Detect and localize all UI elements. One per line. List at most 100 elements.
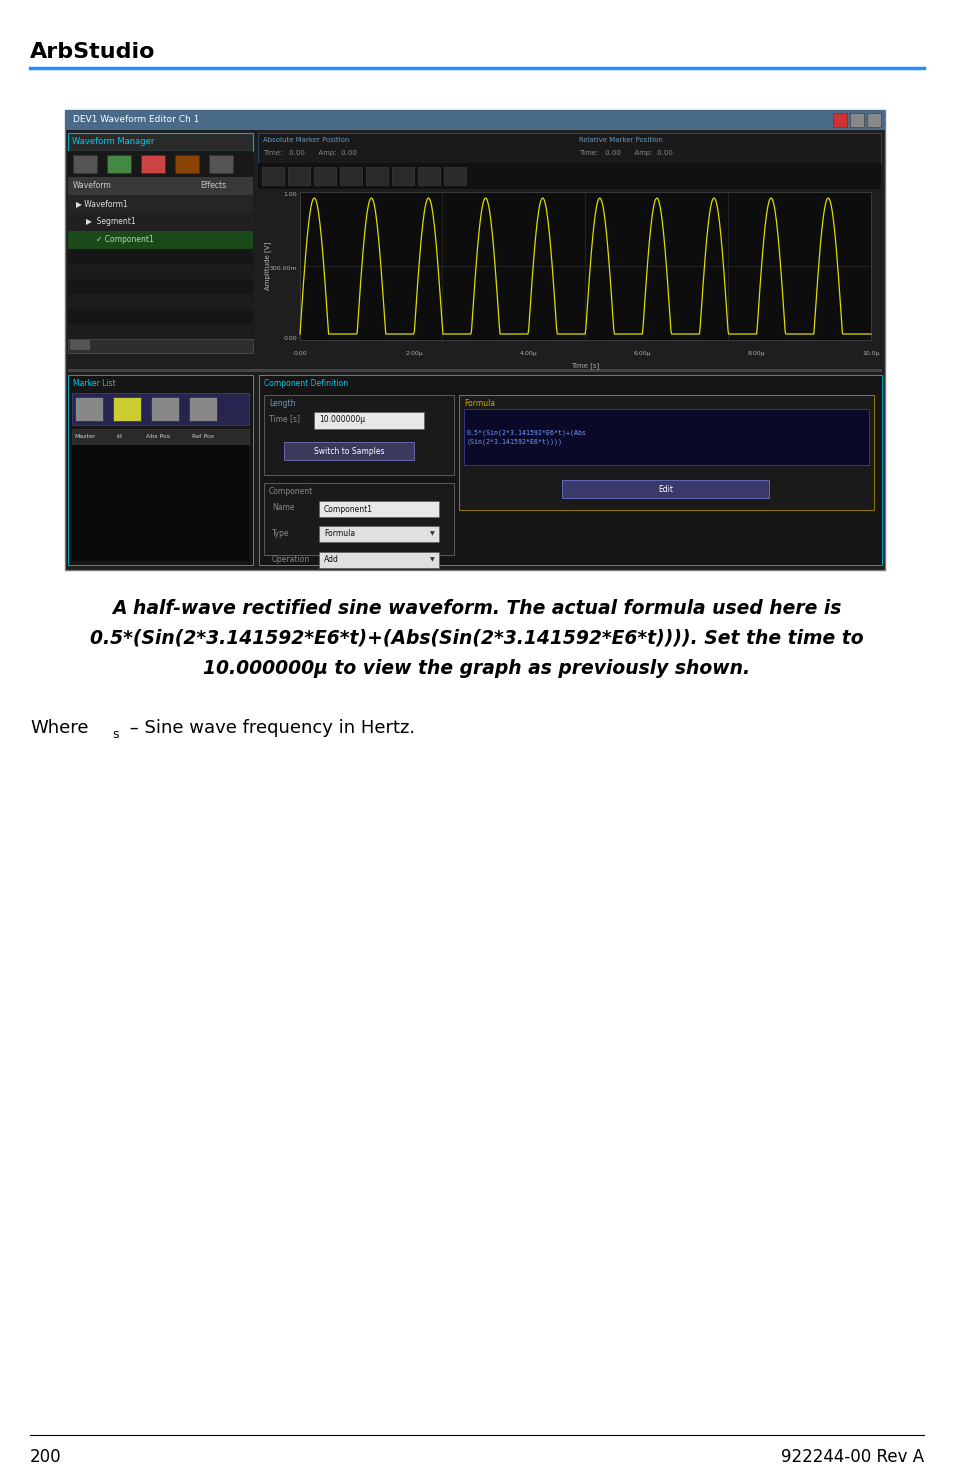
Text: Effects: Effects — [200, 181, 226, 190]
Bar — [318, 552, 438, 568]
Bar — [112, 397, 141, 420]
Text: 8.00μ: 8.00μ — [747, 351, 765, 355]
Bar — [75, 397, 103, 420]
Bar — [68, 369, 882, 372]
Bar — [68, 308, 253, 324]
Text: Abs Pos: Abs Pos — [146, 435, 170, 440]
Text: 500.00m: 500.00m — [269, 266, 296, 270]
Text: Name: Name — [272, 503, 294, 512]
Bar — [264, 395, 454, 475]
Text: Time [s]: Time [s] — [269, 414, 299, 423]
Bar — [284, 442, 414, 460]
Bar — [257, 133, 880, 164]
Text: Formula: Formula — [324, 530, 355, 538]
Text: 6.00μ: 6.00μ — [633, 351, 651, 355]
Text: 4.00μ: 4.00μ — [519, 351, 537, 355]
Bar — [68, 195, 253, 212]
Bar — [339, 167, 361, 184]
Bar — [68, 249, 253, 264]
Text: Time:   0.00      Amp:  0.00: Time: 0.00 Amp: 0.00 — [578, 150, 672, 156]
Bar — [68, 294, 253, 308]
Bar — [68, 375, 253, 565]
Bar — [68, 232, 253, 249]
Bar — [68, 133, 253, 150]
Text: ArbStudio: ArbStudio — [30, 41, 155, 62]
Text: Formula: Formula — [463, 400, 495, 409]
Text: 0.00: 0.00 — [293, 351, 307, 355]
Bar — [141, 155, 165, 173]
Text: Amplitude [V]: Amplitude [V] — [264, 242, 271, 291]
Bar — [561, 479, 768, 499]
Text: Absolute Marker Position: Absolute Marker Position — [263, 137, 349, 143]
Bar — [257, 164, 880, 189]
Bar — [68, 324, 253, 339]
Bar — [71, 445, 249, 560]
Bar — [392, 167, 414, 184]
Text: 2.00μ: 2.00μ — [405, 351, 422, 355]
Text: Component1: Component1 — [324, 504, 373, 513]
Bar — [318, 527, 438, 541]
Text: Where: Where — [30, 718, 89, 738]
Text: ▶  Segment1: ▶ Segment1 — [86, 217, 135, 227]
Text: Component Definition: Component Definition — [264, 379, 348, 388]
Bar — [209, 155, 233, 173]
Text: s: s — [112, 729, 118, 742]
Bar — [68, 177, 253, 195]
Text: Operation: Operation — [272, 555, 310, 563]
Bar — [71, 429, 249, 445]
Text: Rel Pos: Rel Pos — [192, 435, 213, 440]
Bar — [107, 155, 131, 173]
Text: Master: Master — [74, 435, 95, 440]
Text: Time [s]: Time [s] — [570, 361, 598, 369]
Bar — [458, 395, 873, 510]
Bar — [264, 482, 454, 555]
Bar — [68, 279, 253, 294]
Bar — [314, 167, 335, 184]
Text: ▼: ▼ — [430, 531, 435, 537]
Text: 922244-00 Rev A: 922244-00 Rev A — [781, 1448, 923, 1466]
Bar — [65, 111, 884, 569]
Text: 200: 200 — [30, 1448, 62, 1466]
Bar — [151, 397, 179, 420]
Bar — [318, 502, 438, 518]
Bar — [832, 114, 846, 127]
Text: A half-wave rectified sine waveform. The actual formula used here is: A half-wave rectified sine waveform. The… — [112, 599, 841, 618]
Bar — [849, 114, 863, 127]
Bar — [262, 167, 284, 184]
Text: Add: Add — [324, 556, 338, 565]
Text: Waveform: Waveform — [73, 181, 112, 190]
Bar — [366, 167, 388, 184]
Text: Component: Component — [269, 488, 313, 497]
Text: Waveform Manager: Waveform Manager — [71, 137, 154, 146]
Bar — [73, 155, 97, 173]
Text: Switch to Samples: Switch to Samples — [314, 447, 384, 456]
Bar — [71, 392, 249, 425]
Text: 0.5*(Sin(2*3.141592*E6*t)+(Abs(Sin(2*3.141592*E6*t)))). Set the time to: 0.5*(Sin(2*3.141592*E6*t)+(Abs(Sin(2*3.1… — [91, 628, 862, 648]
Text: 0.00: 0.00 — [283, 335, 296, 341]
Text: 10.000000μ: 10.000000μ — [318, 416, 365, 425]
Text: Marker List: Marker List — [73, 379, 115, 388]
Bar — [443, 167, 465, 184]
Text: 0.5*(Sin(2*3.141592*E6*t)+(Abs
(Sin(2*3.141592*E6*t)))): 0.5*(Sin(2*3.141592*E6*t)+(Abs (Sin(2*3.… — [467, 429, 586, 445]
Bar — [314, 412, 423, 429]
Bar — [288, 167, 310, 184]
Text: Edit: Edit — [658, 484, 673, 494]
Bar — [866, 114, 880, 127]
Bar — [417, 167, 439, 184]
Text: Time:   0.00      Amp:  0.00: Time: 0.00 Amp: 0.00 — [263, 150, 356, 156]
Bar — [463, 409, 868, 465]
Bar — [68, 212, 253, 232]
Bar — [174, 155, 199, 173]
Text: 10.000000μ to view the graph as previously shown.: 10.000000μ to view the graph as previous… — [203, 658, 750, 677]
Bar — [189, 397, 216, 420]
Bar — [70, 341, 90, 350]
Text: Length: Length — [269, 400, 295, 409]
Text: Type: Type — [272, 528, 289, 537]
Bar — [299, 192, 870, 341]
Text: 1.00: 1.00 — [283, 192, 296, 196]
Bar — [68, 264, 253, 279]
Bar — [258, 375, 882, 565]
Text: 10.0μ: 10.0μ — [862, 351, 879, 355]
Text: DEV1 Waveform Editor Ch 1: DEV1 Waveform Editor Ch 1 — [73, 115, 199, 124]
Text: ▼: ▼ — [430, 558, 435, 562]
